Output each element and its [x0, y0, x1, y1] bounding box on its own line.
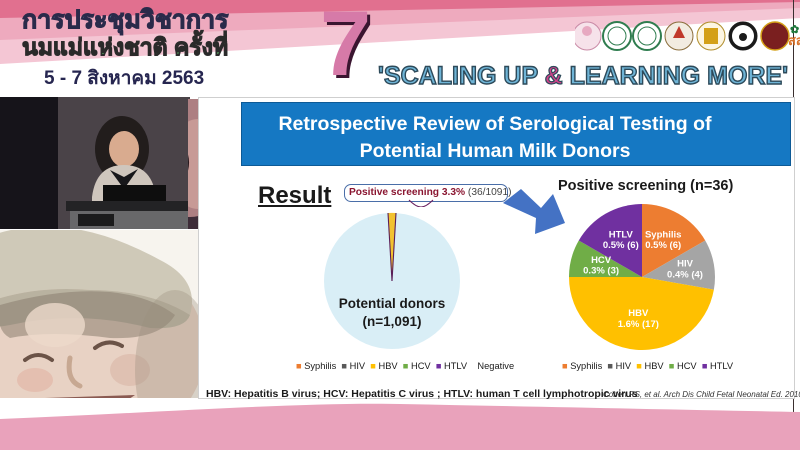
svg-text:HCV: HCV — [591, 255, 612, 266]
svg-text:0.3% (3): 0.3% (3) — [583, 266, 619, 277]
svg-text:0.5% (6): 0.5% (6) — [645, 240, 681, 251]
svg-text:HTLV: HTLV — [609, 229, 634, 240]
svg-text:0.5% (6): 0.5% (6) — [603, 240, 639, 251]
svg-text:Syphilis: Syphilis — [645, 229, 681, 240]
svg-text:สสส: สสส — [788, 33, 800, 48]
svg-text:HIV: HIV — [677, 259, 694, 270]
svg-text:0.4% (4): 0.4% (4) — [667, 269, 703, 280]
svg-text:1.6% (17): 1.6% (17) — [618, 319, 659, 330]
svg-text:HBV: HBV — [628, 308, 649, 319]
